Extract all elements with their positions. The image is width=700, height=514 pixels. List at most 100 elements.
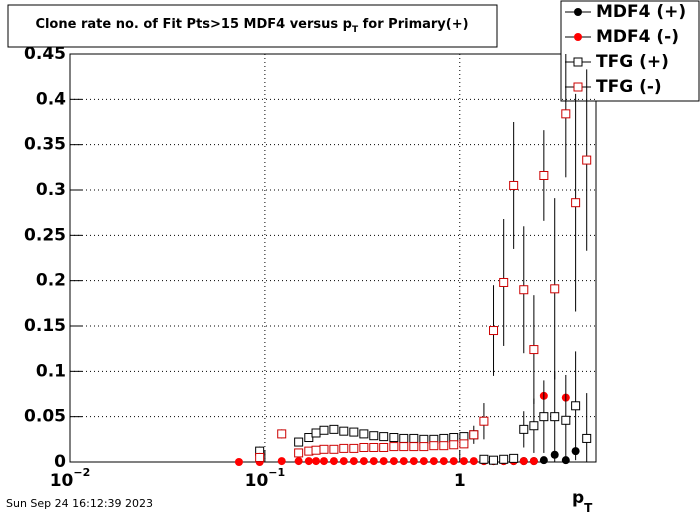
x-tick-label: 1 — [454, 471, 466, 491]
x-tick-label: 10−2 — [50, 466, 91, 491]
point — [349, 443, 359, 453]
legend-label: MDF4 (+) — [596, 2, 686, 22]
point — [582, 433, 592, 443]
point — [399, 433, 409, 443]
point — [359, 457, 368, 466]
point — [449, 457, 458, 466]
point — [571, 401, 581, 411]
point — [277, 429, 287, 439]
point — [319, 425, 329, 435]
y-tick-label: 0 — [54, 452, 66, 472]
y-tick-label: 0.25 — [24, 225, 66, 245]
legend-label: TFG (+) — [596, 52, 669, 72]
point — [529, 345, 539, 355]
y-tick-label: 0.2 — [36, 271, 66, 291]
point — [339, 426, 349, 436]
point — [539, 456, 548, 465]
legend-box — [560, 0, 700, 102]
legend-marker — [574, 33, 582, 41]
x-tick-label: 10−1 — [245, 466, 286, 491]
point — [311, 428, 321, 438]
timestamp: Sun Sep 24 16:12:39 2023 — [6, 497, 153, 510]
point — [329, 457, 338, 466]
point — [294, 457, 303, 466]
point — [550, 412, 560, 422]
legend-label: TFG (-) — [596, 77, 662, 97]
point — [379, 432, 389, 442]
point — [304, 457, 313, 466]
point — [419, 442, 429, 452]
frame — [69, 53, 597, 463]
point — [459, 457, 468, 466]
point — [429, 441, 439, 451]
point — [255, 452, 265, 462]
point — [459, 439, 469, 449]
point — [359, 429, 369, 439]
chart-title: Clone rate no. of Fit Pts>15 MDF4 versus… — [35, 17, 468, 35]
x-tick-base: 10 — [245, 471, 269, 491]
point — [469, 430, 479, 440]
point — [319, 457, 328, 466]
y-tick-label: 0.35 — [24, 135, 66, 155]
point — [349, 427, 359, 437]
point — [294, 437, 304, 447]
y-tick-label: 0.15 — [24, 316, 66, 336]
y-tick-label: 0.3 — [36, 180, 66, 200]
point — [419, 457, 428, 466]
point — [429, 457, 438, 466]
point — [339, 443, 349, 453]
point — [369, 442, 379, 452]
x-label-subscript: T — [584, 501, 593, 514]
point — [379, 457, 388, 466]
y-tick-label: 0.45 — [24, 44, 66, 64]
point — [349, 457, 358, 466]
point — [550, 284, 560, 294]
point — [294, 448, 304, 458]
point — [519, 424, 529, 434]
x-label-main: p — [572, 488, 584, 508]
point — [234, 458, 243, 466]
point — [582, 155, 592, 165]
point — [389, 433, 399, 443]
point — [319, 444, 329, 454]
point — [449, 440, 459, 450]
point — [519, 457, 528, 466]
title-subscript: T — [352, 25, 359, 35]
y-tick-label: 0.1 — [36, 361, 66, 381]
point — [539, 170, 549, 180]
legend-marker — [574, 8, 582, 16]
title-main: Clone rate no. of Fit Pts>15 MDF4 versus… — [35, 17, 352, 32]
point — [519, 285, 529, 295]
title-end: for Primary(+) — [358, 17, 468, 32]
point — [409, 433, 419, 443]
point — [561, 109, 571, 119]
point — [509, 453, 519, 463]
point — [389, 442, 399, 452]
point — [369, 457, 378, 466]
point — [312, 457, 321, 466]
point — [529, 421, 539, 431]
legend-marker — [573, 82, 583, 92]
point — [539, 412, 549, 422]
point — [329, 444, 339, 454]
x-tick-base: 1 — [454, 471, 466, 491]
y-tick-label: 0.05 — [24, 407, 66, 427]
point — [439, 457, 448, 466]
point — [571, 198, 581, 208]
x-tick-exponent: −1 — [268, 466, 285, 479]
point — [359, 442, 369, 452]
point — [399, 457, 408, 466]
point — [399, 442, 409, 452]
point — [329, 424, 339, 434]
x-axis-label: pT — [572, 488, 593, 514]
legend-label: MDF4 (-) — [596, 27, 679, 47]
point — [369, 431, 379, 441]
point — [469, 457, 478, 466]
point — [509, 180, 519, 190]
point — [439, 441, 449, 451]
x-tick-base: 10 — [50, 471, 74, 491]
point — [277, 457, 286, 466]
point — [499, 454, 509, 464]
point — [311, 445, 321, 455]
